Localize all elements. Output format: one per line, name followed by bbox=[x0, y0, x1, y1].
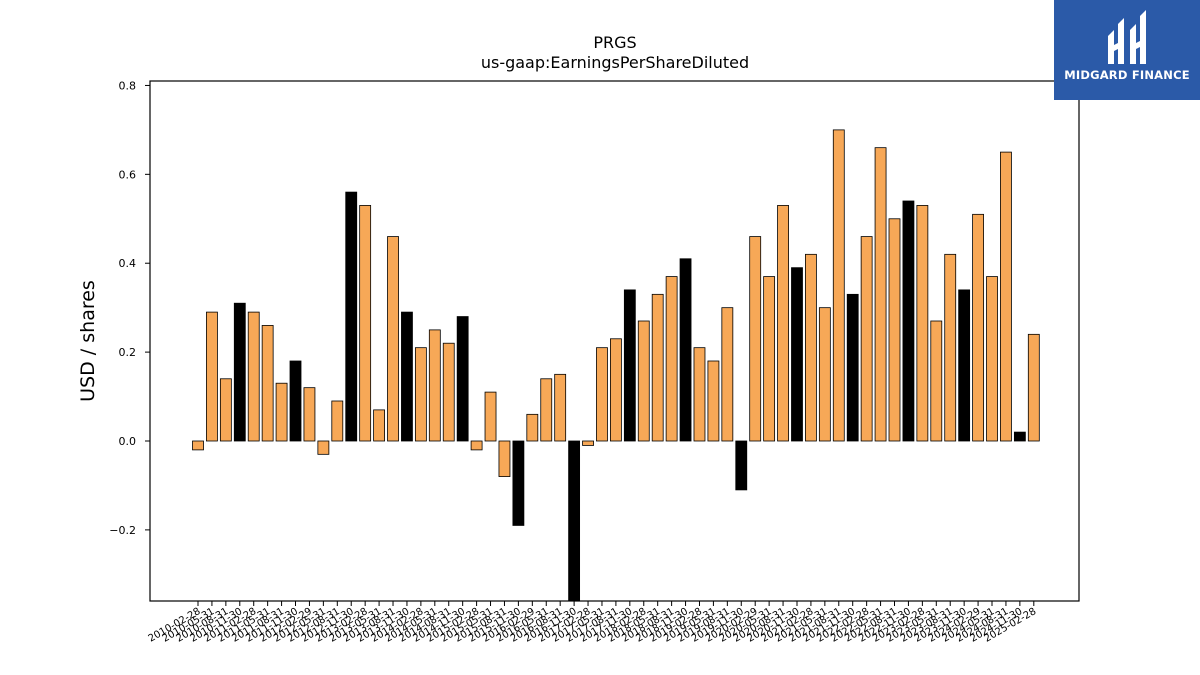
bar bbox=[317, 440, 330, 455]
y-tick-label: −0.2 bbox=[109, 524, 136, 537]
bar bbox=[916, 205, 929, 442]
bar bbox=[818, 307, 831, 442]
chart-title: PRGS bbox=[593, 33, 636, 52]
bar bbox=[428, 329, 441, 442]
bar bbox=[832, 129, 845, 442]
plot-frame bbox=[149, 80, 1080, 602]
bar bbox=[623, 289, 636, 442]
y-tick-label: 0.4 bbox=[119, 257, 137, 270]
bar bbox=[289, 360, 302, 442]
chart-subtitle: us-gaap:EarningsPerShareDiluted bbox=[481, 53, 749, 72]
bar bbox=[791, 267, 803, 442]
bar bbox=[359, 205, 372, 442]
bar bbox=[665, 276, 678, 442]
bar bbox=[470, 440, 483, 451]
bar bbox=[498, 440, 511, 477]
bar bbox=[777, 205, 789, 442]
bar bbox=[958, 289, 971, 442]
bar bbox=[610, 338, 622, 442]
bar bbox=[805, 253, 817, 442]
logo-mark-icon bbox=[1108, 10, 1146, 64]
bar bbox=[373, 409, 385, 442]
y-axis-label: USD / shares bbox=[77, 280, 99, 402]
y-tick-label: 0.2 bbox=[119, 346, 137, 359]
bar bbox=[512, 440, 525, 526]
bar bbox=[401, 311, 413, 442]
bar bbox=[1013, 431, 1026, 442]
bar bbox=[540, 378, 553, 442]
bar bbox=[707, 360, 720, 442]
bar bbox=[721, 307, 734, 442]
bar bbox=[484, 391, 497, 442]
x-axis: 2010-02-282010-05-312010-08-312010-11-30… bbox=[147, 601, 1038, 645]
bar bbox=[303, 387, 316, 442]
bar bbox=[442, 342, 455, 442]
bar bbox=[1000, 151, 1012, 442]
bar bbox=[414, 347, 427, 442]
bar bbox=[582, 440, 594, 446]
bar bbox=[247, 311, 260, 442]
bar bbox=[192, 440, 204, 451]
bar bbox=[986, 276, 998, 442]
bar bbox=[456, 316, 469, 442]
y-axis: −0.2 0.0 0.2 0.4 0.6 0.8 bbox=[109, 79, 150, 537]
bar bbox=[345, 191, 358, 442]
logo-text: MIDGARD FINANCE bbox=[1064, 68, 1190, 82]
bar bbox=[874, 147, 887, 442]
bar bbox=[526, 413, 539, 442]
bar bbox=[219, 378, 232, 442]
bar bbox=[846, 293, 859, 442]
bar bbox=[568, 440, 581, 602]
y-tick-label: 0.8 bbox=[119, 79, 137, 92]
bar bbox=[972, 213, 984, 442]
bar bbox=[693, 347, 706, 442]
bar bbox=[860, 236, 873, 442]
bar bbox=[554, 373, 567, 442]
bar bbox=[679, 258, 692, 442]
bar bbox=[233, 302, 246, 442]
y-tick-label: 0.6 bbox=[119, 168, 137, 181]
bar bbox=[763, 276, 776, 442]
bar bbox=[888, 218, 901, 442]
bar bbox=[735, 440, 748, 491]
bar bbox=[596, 347, 608, 442]
brand-logo: MIDGARD FINANCE bbox=[1054, 0, 1200, 100]
bar bbox=[637, 320, 650, 442]
bar bbox=[651, 293, 664, 442]
bar bbox=[902, 200, 915, 442]
bar bbox=[944, 253, 957, 442]
bar bbox=[261, 325, 274, 442]
bar bbox=[275, 382, 288, 442]
bar bbox=[1027, 333, 1040, 442]
bar bbox=[387, 236, 399, 442]
bars-group bbox=[192, 129, 1040, 602]
bar bbox=[749, 236, 762, 442]
bar bbox=[206, 311, 218, 442]
y-tick-label: 0.0 bbox=[119, 435, 137, 448]
bar bbox=[331, 400, 344, 442]
bar bbox=[930, 320, 943, 442]
